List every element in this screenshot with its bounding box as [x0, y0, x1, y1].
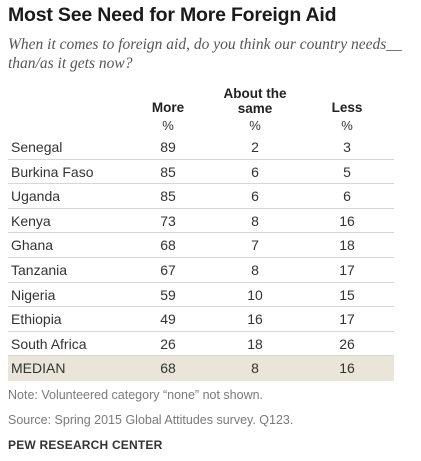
column-unit: % [162, 118, 174, 133]
column-header: More [151, 100, 185, 115]
column-unit: % [249, 118, 261, 133]
value-cell: 73 [160, 212, 176, 229]
value-cell: 49 [160, 311, 176, 328]
value-cell: 16 [339, 212, 355, 229]
value-cell: 89 [160, 139, 176, 155]
country-label: South Africa [11, 335, 87, 352]
value-cell: 8 [251, 212, 259, 229]
value-cell: 85 [160, 188, 176, 205]
value-cell: 7 [251, 237, 259, 254]
value-cell: 5 [343, 163, 351, 180]
value-cell: 18 [247, 335, 263, 352]
value-cell: 18 [339, 237, 355, 254]
table-row: Tanzania 67 8 17 [8, 258, 394, 283]
country-label: Burkina Faso [11, 163, 94, 180]
value-cell: 17 [339, 311, 355, 328]
value-cell: 6 [251, 188, 259, 205]
value-cell: 8 [251, 262, 259, 278]
country-label: Tanzania [11, 262, 68, 278]
column-header: Less [331, 100, 363, 115]
source-credit: PEW RESEARCH CENTER [8, 438, 163, 452]
value-cell: 8 [251, 360, 259, 377]
country-label: Ghana [11, 237, 54, 254]
column-unit: % [341, 118, 353, 133]
table-source: Source: Spring 2015 Global Attitudes sur… [8, 413, 294, 427]
value-cell: 15 [339, 286, 355, 303]
value-cell: 85 [160, 163, 176, 180]
value-cell: 59 [160, 286, 176, 303]
value-cell: 6 [343, 188, 351, 205]
value-cell: 68 [160, 360, 176, 377]
table-row: Kenya 73 8 16 [8, 209, 394, 234]
value-cell: 10 [247, 286, 263, 303]
value-cell: 26 [160, 335, 176, 352]
value-cell: 2 [251, 139, 259, 155]
chart-title: Most See Need for More Foreign Aid [8, 4, 337, 26]
value-cell: 26 [339, 335, 355, 352]
table-row: Uganda 85 6 6 [8, 184, 394, 209]
table-row: Senegal 89 2 3 [8, 135, 394, 160]
country-label: Senegal [11, 139, 63, 155]
value-cell: 68 [160, 237, 176, 254]
table-row: South Africa 26 18 26 [8, 332, 394, 357]
value-cell: 17 [339, 262, 355, 278]
table-row: Ghana 68 7 18 [8, 233, 394, 258]
value-cell: 3 [343, 139, 351, 155]
value-cell: 16 [339, 360, 355, 377]
value-cell: 16 [247, 311, 263, 328]
value-cell: 67 [160, 262, 176, 278]
value-cell: 6 [251, 163, 259, 180]
country-label: Nigeria [11, 286, 56, 303]
table-row: Ethiopia 49 16 17 [8, 307, 394, 332]
country-label: Ethiopia [11, 311, 62, 328]
median-label: MEDIAN [11, 360, 66, 377]
country-label: Kenya [11, 212, 51, 229]
chart-subtitle: When it comes to foreign aid, do you thi… [8, 36, 402, 72]
column-header: About the same [223, 86, 287, 116]
country-label: Uganda [11, 188, 61, 205]
table-row: Burkina Faso 85 6 5 [8, 160, 394, 185]
table-row: Nigeria 59 10 15 [8, 283, 394, 308]
table-note: Note: Volunteered category “none” not sh… [8, 388, 264, 402]
median-row: MEDIAN 68 8 16 [8, 356, 394, 381]
